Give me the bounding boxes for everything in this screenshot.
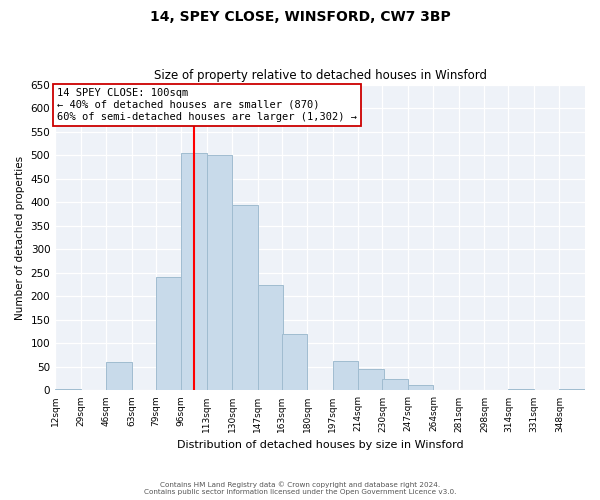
Bar <box>258 284 283 391</box>
Bar <box>181 153 207 390</box>
Bar <box>207 155 232 390</box>
Bar <box>382 378 408 390</box>
Text: 14, SPEY CLOSE, WINSFORD, CW7 3BP: 14, SPEY CLOSE, WINSFORD, CW7 3BP <box>149 10 451 24</box>
Bar <box>408 385 433 390</box>
Bar <box>282 334 307 390</box>
Bar <box>106 362 132 390</box>
Bar <box>333 361 358 390</box>
Bar <box>156 278 181 390</box>
Bar <box>232 204 258 390</box>
Title: Size of property relative to detached houses in Winsford: Size of property relative to detached ho… <box>154 69 487 82</box>
Y-axis label: Number of detached properties: Number of detached properties <box>15 156 25 320</box>
Bar <box>55 389 80 390</box>
Bar <box>358 370 384 390</box>
Text: Contains HM Land Registry data © Crown copyright and database right 2024.
Contai: Contains HM Land Registry data © Crown c… <box>144 482 456 495</box>
X-axis label: Distribution of detached houses by size in Winsford: Distribution of detached houses by size … <box>177 440 463 450</box>
Text: 14 SPEY CLOSE: 100sqm
← 40% of detached houses are smaller (870)
60% of semi-det: 14 SPEY CLOSE: 100sqm ← 40% of detached … <box>56 88 356 122</box>
